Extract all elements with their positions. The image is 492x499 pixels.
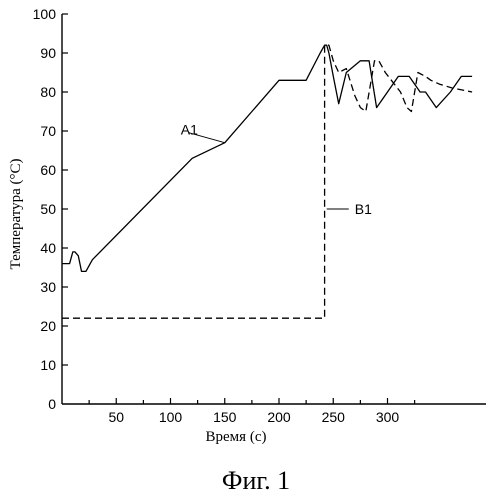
y-tick-label: 70 xyxy=(40,123,56,139)
x-tick-label: 200 xyxy=(267,409,291,425)
y-tick-label: 60 xyxy=(40,162,56,178)
y-tick-label: 100 xyxy=(33,6,57,22)
x-tick-label: 250 xyxy=(322,409,346,425)
x-tick-label: 300 xyxy=(376,409,400,425)
x-tick-label: 150 xyxy=(213,409,237,425)
x-tick-label: 50 xyxy=(108,409,124,425)
y-axis-title: Температура (°С) xyxy=(8,159,24,270)
y-tick-label: 40 xyxy=(40,240,56,256)
y-tick-label: 10 xyxy=(40,357,56,373)
annotation-label-b1: B1 xyxy=(355,201,372,217)
y-tick-label: 90 xyxy=(40,45,56,61)
annotation-label-a1: A1 xyxy=(181,122,198,138)
y-tick-label: 20 xyxy=(40,318,56,334)
series-line-b1 xyxy=(62,45,472,318)
plot-area: 0 10 20 30 40 50 60 70 80 90 100 50 100 150 200 250 300 A… xyxy=(33,6,486,425)
x-tick-label: 100 xyxy=(159,409,183,425)
y-tick-label: 80 xyxy=(40,84,56,100)
y-tick-label: 50 xyxy=(40,201,56,217)
figure-caption: Фиг. 1 xyxy=(222,466,290,495)
y-tick-label: 30 xyxy=(40,279,56,295)
series-line-a1 xyxy=(62,45,472,271)
x-axis-title: Время (с) xyxy=(206,429,267,445)
y-tick-label: 0 xyxy=(48,396,56,412)
